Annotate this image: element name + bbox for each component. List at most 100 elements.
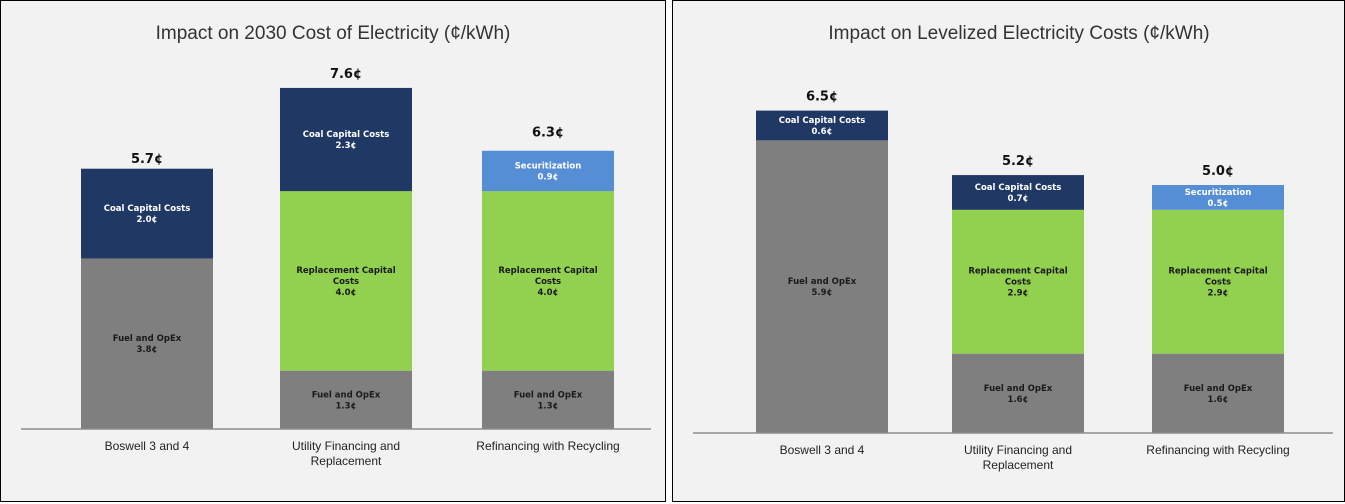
segment-label: Coal Capital Costs bbox=[303, 130, 390, 140]
segment-value-label: 2.9¢ bbox=[1208, 289, 1229, 299]
segment-name-line: Costs bbox=[535, 277, 561, 287]
bar-segment bbox=[1152, 353, 1284, 433]
segment-label: Fuel and OpEx bbox=[312, 390, 381, 400]
segment-name-line: Costs bbox=[333, 277, 359, 287]
segment-value-label: 1.6¢ bbox=[1208, 395, 1229, 405]
bar-segment bbox=[1152, 209, 1284, 354]
segment-name-line: Replacement Capital bbox=[968, 267, 1067, 277]
x-tick-label-line: Refinancing with Recycling bbox=[1146, 443, 1289, 457]
x-tick-label: Refinancing with Recycling bbox=[476, 439, 619, 453]
x-tick-label: Boswell 3 and 4 bbox=[780, 443, 865, 457]
x-tick-label: Utility Financing and Replacement bbox=[964, 443, 1072, 472]
bar-total-label: 5.7¢ bbox=[131, 152, 163, 167]
chart-title: Impact on Levelized Electricity Costs (¢… bbox=[828, 23, 1209, 44]
segment-label: Replacement Capital Costs bbox=[296, 266, 395, 287]
x-tick-label: Utility Financing and Replacement bbox=[292, 439, 400, 468]
segment-name-line: Fuel and OpEx bbox=[514, 390, 583, 400]
segment-value-label: 1.3¢ bbox=[538, 401, 559, 411]
chart-panel-levelized-cost: Impact on Levelized Electricity Costs (¢… bbox=[672, 0, 1345, 502]
segment-value-label: 1.3¢ bbox=[336, 401, 357, 411]
x-tick-label-line: Replacement bbox=[311, 454, 382, 468]
segment-value-label: 2.0¢ bbox=[137, 215, 158, 225]
x-tick-label-line: Refinancing with Recycling bbox=[476, 439, 619, 453]
bar-total-label: 5.2¢ bbox=[1002, 154, 1034, 169]
bar-segment bbox=[280, 370, 412, 429]
segment-label: Coal Capital Costs bbox=[104, 204, 191, 214]
bar-segment bbox=[81, 258, 213, 429]
segment-label: Securitization bbox=[515, 161, 582, 171]
chart-panel-2030-cost: Impact on 2030 Cost of Electricity (¢/kW… bbox=[0, 0, 666, 502]
segment-name-line: Replacement Capital bbox=[296, 266, 395, 276]
chart-2030-cost: Impact on 2030 Cost of Electricity (¢/kW… bbox=[21, 23, 651, 468]
segment-value-label: 2.9¢ bbox=[1008, 289, 1029, 299]
segment-label: Replacement Capital Costs bbox=[1168, 267, 1267, 288]
segment-name-line: Costs bbox=[1005, 278, 1031, 288]
bar-segment bbox=[756, 110, 888, 141]
segment-label: Fuel and OpEx bbox=[113, 334, 182, 344]
bar-segment bbox=[1152, 185, 1284, 210]
segment-label: Fuel and OpEx bbox=[788, 277, 857, 287]
segment-label: Fuel and OpEx bbox=[1184, 384, 1253, 394]
bar-segment bbox=[952, 175, 1084, 210]
x-tick-label: Refinancing with Recycling bbox=[1146, 443, 1289, 457]
bar-segment bbox=[81, 168, 213, 259]
segment-name-line: Fuel and OpEx bbox=[788, 277, 857, 287]
chart-title: Impact on 2030 Cost of Electricity (¢/kW… bbox=[156, 23, 511, 44]
segment-name-line: Replacement Capital bbox=[498, 266, 597, 276]
segment-label: Coal Capital Costs bbox=[975, 183, 1062, 193]
segment-label: Coal Capital Costs bbox=[779, 116, 866, 126]
segment-name-line: Coal Capital Costs bbox=[303, 130, 390, 140]
segment-value-label: 0.6¢ bbox=[812, 127, 833, 137]
x-tick-label-line: Utility Financing and bbox=[292, 439, 400, 453]
bar-segment bbox=[482, 150, 614, 192]
bar-total-label: 6.3¢ bbox=[532, 125, 564, 140]
segment-value-label: 3.8¢ bbox=[137, 345, 158, 355]
x-tick-label-line: Replacement bbox=[983, 458, 1054, 472]
bar-segment bbox=[756, 140, 888, 434]
segment-name-line: Fuel and OpEx bbox=[113, 334, 182, 344]
bar-segment bbox=[280, 191, 412, 371]
bar-segment bbox=[952, 353, 1084, 433]
segment-name-line: Coal Capital Costs bbox=[975, 183, 1062, 193]
segment-name-line: Securitization bbox=[1185, 188, 1252, 198]
segment-name-line: Fuel and OpEx bbox=[1184, 384, 1253, 394]
segment-value-label: 0.5¢ bbox=[1208, 199, 1229, 209]
segment-name-line: Costs bbox=[1205, 278, 1231, 288]
segment-name-line: Replacement Capital bbox=[1168, 267, 1267, 277]
segment-label: Fuel and OpEx bbox=[984, 384, 1053, 394]
segment-label: Fuel and OpEx bbox=[514, 390, 583, 400]
bar-total-label: 7.6¢ bbox=[330, 67, 362, 82]
segment-label: Replacement Capital Costs bbox=[498, 266, 597, 287]
chart-levelized-cost: Impact on Levelized Electricity Costs (¢… bbox=[693, 23, 1333, 472]
segment-label: Replacement Capital Costs bbox=[968, 267, 1067, 288]
segment-value-label: 2.3¢ bbox=[336, 141, 357, 151]
x-tick-label-line: Boswell 3 and 4 bbox=[780, 443, 865, 457]
bar-segment bbox=[482, 191, 614, 371]
bar-total-label: 6.5¢ bbox=[806, 90, 838, 105]
segment-name-line: Coal Capital Costs bbox=[104, 204, 191, 214]
segment-value-label: 0.9¢ bbox=[538, 172, 559, 182]
x-tick-label: Boswell 3 and 4 bbox=[105, 439, 190, 453]
bar-segment bbox=[280, 87, 412, 192]
x-tick-label-line: Boswell 3 and 4 bbox=[105, 439, 190, 453]
segment-name-line: Securitization bbox=[515, 161, 582, 171]
segment-name-line: Fuel and OpEx bbox=[984, 384, 1053, 394]
segment-name-line: Coal Capital Costs bbox=[779, 116, 866, 126]
segment-value-label: 4.0¢ bbox=[538, 288, 559, 298]
segment-value-label: 5.9¢ bbox=[812, 288, 833, 298]
bar-total-label: 5.0¢ bbox=[1202, 164, 1234, 179]
segment-label: Securitization bbox=[1185, 188, 1252, 198]
segment-value-label: 4.0¢ bbox=[336, 288, 357, 298]
x-tick-label-line: Utility Financing and bbox=[964, 443, 1072, 457]
bar-segment bbox=[482, 370, 614, 429]
segment-value-label: 1.6¢ bbox=[1008, 395, 1029, 405]
segment-name-line: Fuel and OpEx bbox=[312, 390, 381, 400]
segment-value-label: 0.7¢ bbox=[1008, 194, 1029, 204]
bar-segment bbox=[952, 209, 1084, 354]
